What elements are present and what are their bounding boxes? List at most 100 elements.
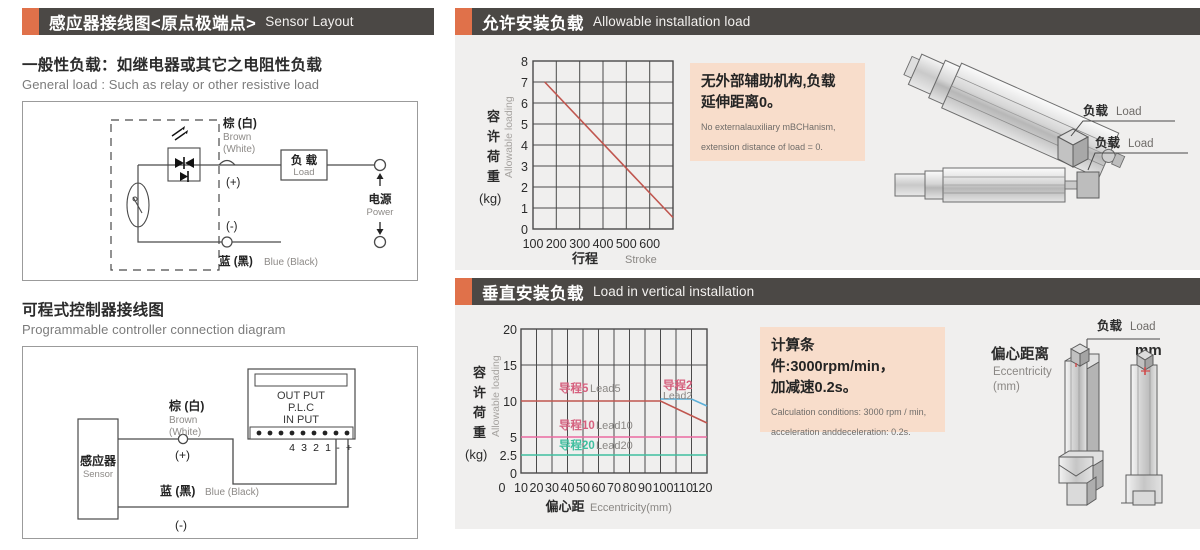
load-box-label-en: Load: [293, 167, 314, 178]
chart1-ylabel-cn-3: 荷: [486, 149, 500, 164]
svg-text:7: 7: [521, 76, 528, 90]
svg-text:10: 10: [503, 395, 517, 409]
plc-terminal-plus: +: [346, 442, 352, 454]
vertical-load-body: 容 许 荷 重 (kg) Allowable loading: [455, 305, 1200, 529]
svg-text:500: 500: [616, 237, 637, 251]
blue-label-cn: 蓝 (黑): [219, 254, 253, 268]
series-lead2-line: [660, 398, 708, 407]
svg-text:0: 0: [521, 223, 528, 237]
actuator-illustration-horizontal: 负载 Load: [883, 41, 1195, 246]
vertical-actuator-right: [1121, 349, 1163, 506]
allowable-load-header: 允许安装负载 Allowable installation load: [455, 8, 1200, 35]
minus-terminal-label: (-): [226, 221, 238, 233]
note2-cn-line1: 计算条件:3000rpm/min，: [771, 338, 895, 376]
vertical-load-header: 垂直安装负载 Load in vertical installation: [455, 278, 1200, 305]
svg-text:300: 300: [569, 237, 590, 251]
svg-text:400: 400: [593, 237, 614, 251]
chart1-xlabel-en: Stroke: [625, 254, 657, 266]
chart-allowable-load: 容 许 荷 重 (kg) Allowable loading: [465, 43, 705, 266]
allowable-load-title-en: Allowable installation load: [593, 14, 751, 29]
vertical-load-leader-en: Load: [1130, 321, 1156, 333]
right-column: 允许安装负载 Allowable installation load 容 许 荷…: [455, 8, 1200, 529]
chart2-ylabel-cn-1: 容: [472, 365, 486, 380]
sensor-box-label-cn: 感应器: [80, 453, 117, 468]
plc-brown-label-cn: 棕 (白): [168, 398, 204, 413]
plc-output-label: OUT PUT: [277, 390, 325, 402]
chart1-ylabel-cn-1: 容: [486, 109, 500, 124]
svg-text:15: 15: [503, 359, 517, 373]
brown-label-en2: (White): [223, 144, 255, 155]
chart2-ylabel-cn-2: 许: [473, 385, 486, 400]
eccentricity-label-cn: 偏心距离: [991, 345, 1049, 363]
load-leader-2-en: Load: [1128, 138, 1154, 150]
series-lead5-line: [521, 400, 708, 424]
plc-name-label: P.L.C: [288, 402, 314, 414]
svg-text:8: 8: [521, 55, 528, 69]
brown-label-cn: 棕 (白): [222, 116, 257, 130]
plc-title-en: Programmable controller connection diagr…: [22, 322, 286, 337]
general-load-block: 一般性负载：如继电器或其它之电阻性负载 General load : Such …: [22, 53, 434, 92]
plc-minus-label: (-): [175, 518, 187, 532]
chart1-ylabel-cn-2: 许: [487, 129, 500, 144]
power-label-en: Power: [367, 207, 394, 218]
load-leader-2-cn: 负载: [1095, 135, 1121, 150]
svg-text:30: 30: [545, 481, 559, 495]
plc-blue-label-cn: 蓝 (黑): [160, 483, 195, 498]
load-cube-1: [1056, 128, 1090, 168]
svg-text:80: 80: [623, 481, 637, 495]
plc-blue-label-en: Blue (Black): [205, 487, 259, 498]
svg-text:10: 10: [514, 481, 528, 495]
chart2-ylabel-unit: (kg): [465, 447, 487, 462]
plc-title-cn: 可程式控制器接线图: [22, 302, 165, 319]
svg-text:5: 5: [521, 118, 528, 132]
note1-cn-line2: 延伸距离0。: [701, 95, 782, 112]
allowable-load-body: 容 许 荷 重 (kg) Allowable loading: [455, 35, 1200, 270]
svg-text:20: 20: [503, 323, 517, 337]
chart1-ylabel-cn-4: 重: [487, 169, 500, 184]
chart1-xlabel-cn: 行程: [571, 251, 598, 266]
sensor-layout-section: 感应器接线图<原点极端点> Sensor Layout 一般性负载：如继电器或其…: [22, 8, 434, 539]
note2-cn-line2: 加减速0.2s。: [771, 380, 858, 397]
plc-terminal-3: 3: [301, 442, 307, 454]
svg-text:600: 600: [639, 237, 660, 251]
plc-brown-label-en2: (White): [169, 427, 201, 438]
note2-en-line1: Calculation conditions: 3000 rpm / min,: [771, 407, 927, 418]
plc-brown-label-en1: Brown: [169, 415, 197, 426]
sensor-layout-header: 感应器接线图<原点极端点> Sensor Layout: [22, 8, 434, 35]
allowable-load-section: 允许安装负载 Allowable installation load 容 许 荷…: [455, 8, 1200, 270]
chart2-xlabel-cn: 偏心距: [545, 499, 584, 514]
svg-text:20: 20: [530, 481, 544, 495]
sensor-layout-title-cn: 感应器接线图<原点极端点>: [49, 14, 257, 33]
header-bar: 感应器接线图<原点极端点> Sensor Layout: [39, 8, 434, 35]
note1-en-line1: No externalauxiliary mBCHanism,: [701, 122, 836, 133]
load-cube-vertical-right: [1136, 349, 1154, 371]
chart1-ylabel-unit: (kg): [479, 191, 501, 206]
note1-cn-line1: 无外部辅助机构,负载: [701, 74, 836, 90]
note1-en-line2: extension distance of load = 0.: [701, 142, 823, 153]
legend-lead20-cn: 导程20: [559, 438, 595, 452]
svg-text:60: 60: [592, 481, 606, 495]
horizontal-actuator-body: [894, 167, 1100, 203]
svg-text:3: 3: [521, 160, 528, 174]
vertical-load-title-en: Load in vertical installation: [593, 284, 755, 299]
note2-en-line2: acceleration anddeceleration: 0.2s.: [771, 427, 911, 438]
chart2-ylabel-cn-4: 重: [473, 425, 486, 440]
general-load-title-cn: 一般性负载：如继电器或其它之电阻性负载: [22, 57, 323, 74]
load-box-label-cn: 负 载: [291, 153, 318, 167]
svg-text:200: 200: [546, 237, 567, 251]
plc-input-label: IN PUT: [283, 414, 319, 426]
general-load-diagram: 负 载 Load 电源 Power 棕 (白) Brown (White) (+…: [22, 101, 418, 281]
vertical-load-note: 计算条件:3000rpm/min， 加减速0.2s。 Calculation c…: [760, 327, 945, 437]
svg-text:90: 90: [638, 481, 652, 495]
sensor-layout-title-en: Sensor Layout: [265, 14, 354, 29]
vertical-actuator-left: [1058, 343, 1104, 506]
svg-text:100: 100: [653, 481, 674, 495]
eccentricity-label-en: Eccentricity: [993, 366, 1052, 378]
svg-text:1: 1: [521, 202, 528, 216]
svg-text:4: 4: [521, 139, 528, 153]
plc-terminal-4: 4: [289, 442, 295, 454]
legend-lead10-en: Lead10: [596, 420, 633, 432]
svg-text:70: 70: [607, 481, 621, 495]
header-accent-block: [455, 278, 472, 305]
